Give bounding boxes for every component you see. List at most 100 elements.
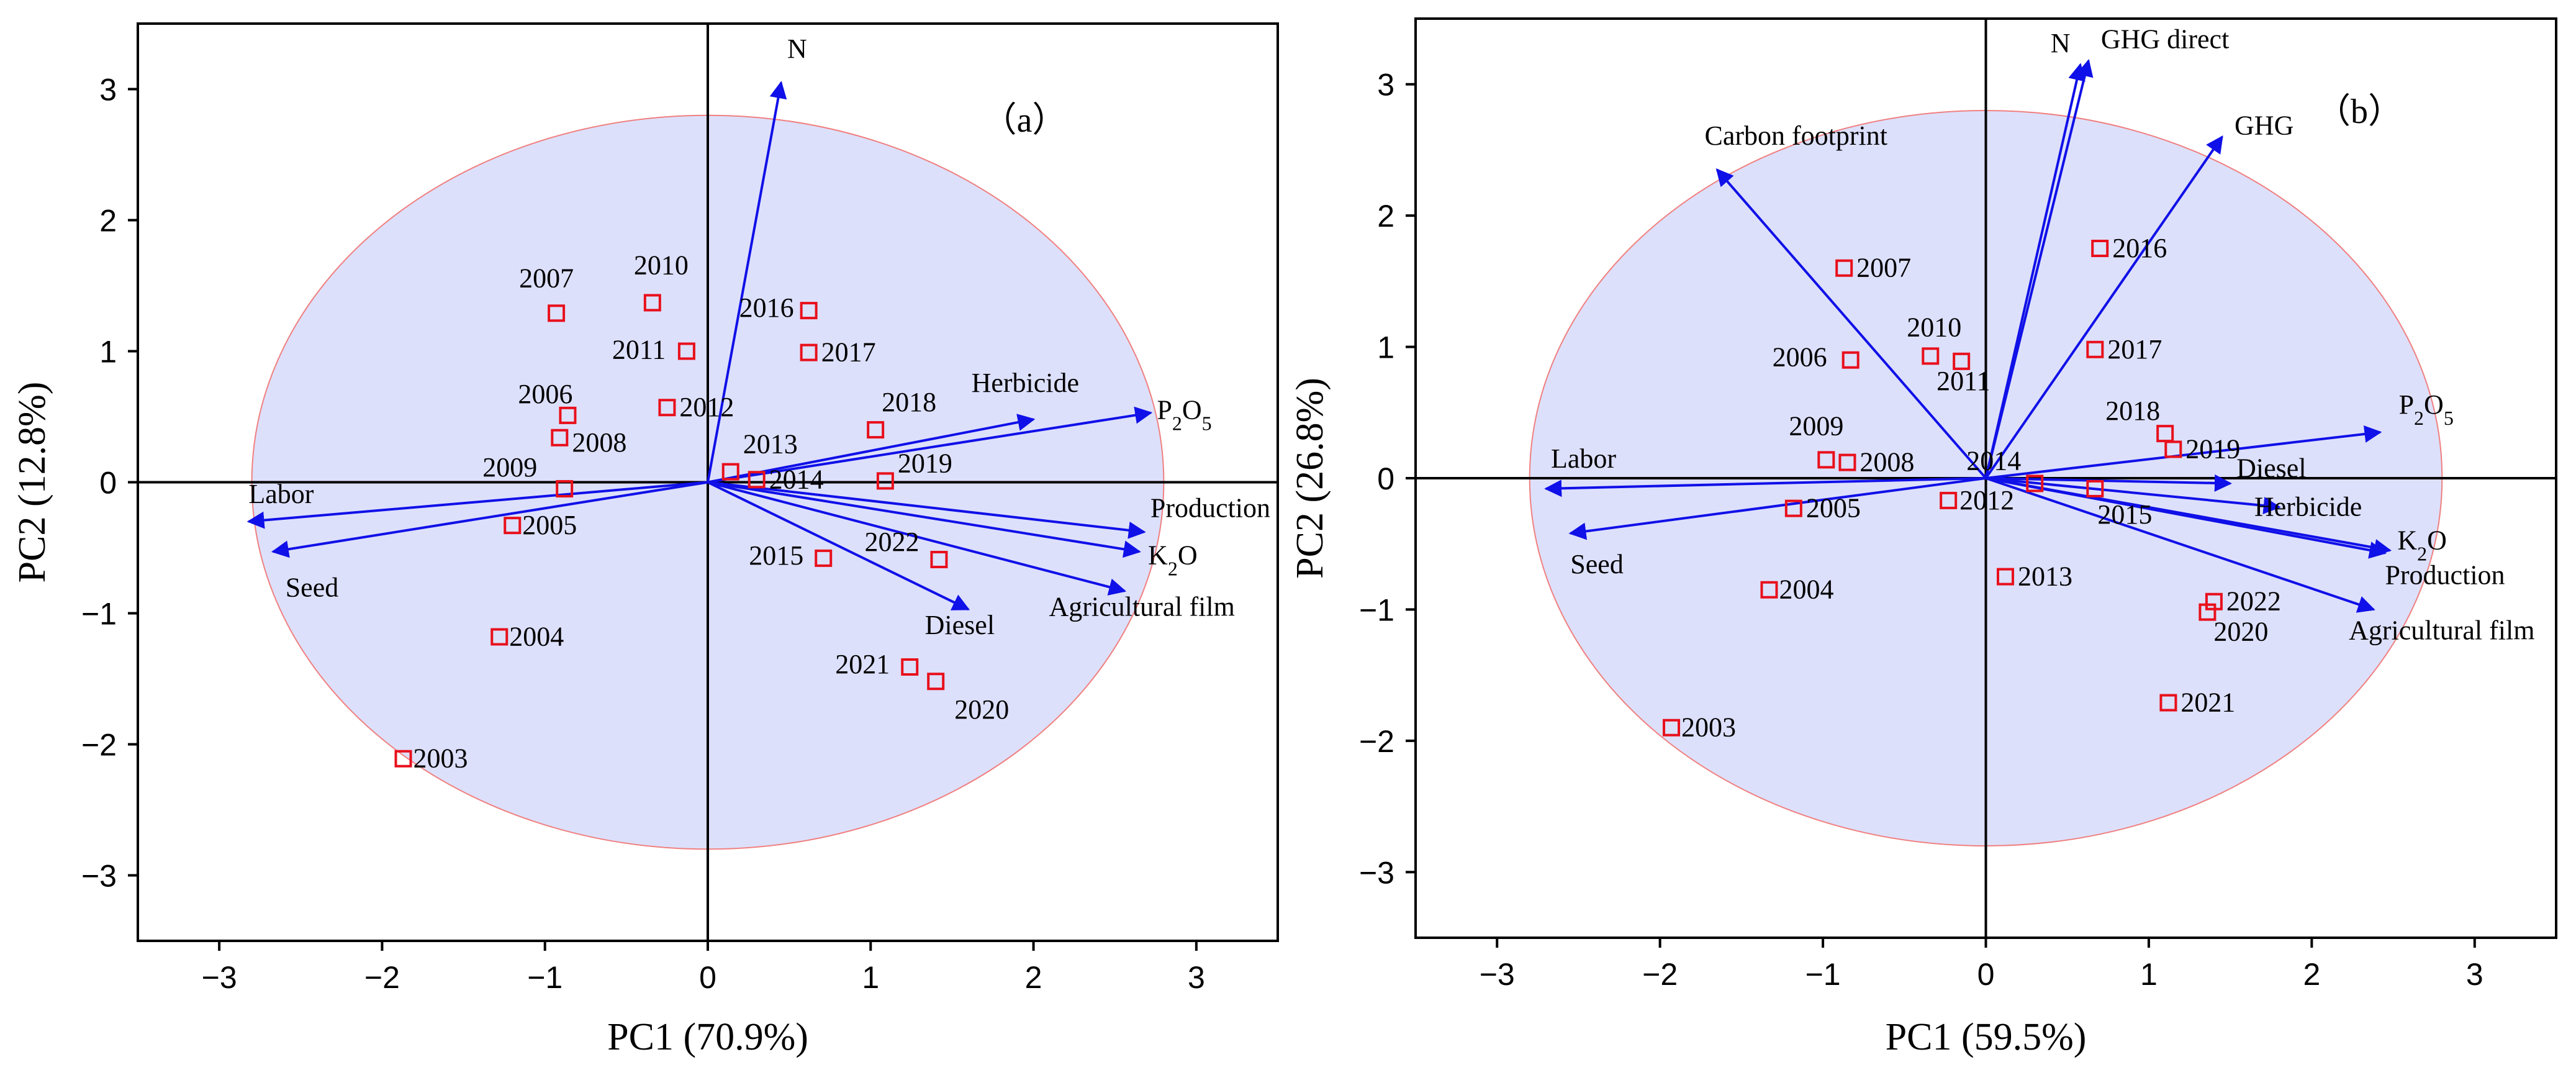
- year-point-label: 2009: [482, 452, 537, 483]
- loading-vector-arrow: [1986, 477, 2281, 514]
- loading-vector-arrow: [1568, 477, 1986, 540]
- year-point-marker: [2091, 240, 2109, 257]
- y-tick-label: −1: [1359, 592, 1394, 627]
- year-point-label: 2017: [821, 337, 876, 368]
- year-point-label: 2007: [519, 263, 574, 293]
- year-point-label: 2013: [743, 429, 798, 460]
- x-tick-label: −1: [1805, 957, 1841, 992]
- year-point-label: 2010: [634, 250, 689, 280]
- year-point-label: 2018: [882, 387, 936, 417]
- loading-vector-arrow: [1984, 58, 2094, 479]
- year-point-marker: [901, 658, 919, 676]
- loading-vector-arrow: [707, 81, 787, 483]
- year-point-marker: [721, 463, 739, 481]
- x-tick-label: 3: [2466, 957, 2483, 992]
- year-point-marker: [930, 550, 948, 568]
- year-point-label: 2015: [749, 540, 803, 571]
- year-point-label: 2006: [1773, 342, 1827, 373]
- loading-vector-arrow: [707, 481, 1146, 539]
- loading-vector-arrow: [246, 481, 708, 529]
- y-tick-label: −3: [1359, 855, 1394, 890]
- year-point-label: 2005: [1806, 493, 1861, 524]
- year-point-label: 2021: [835, 649, 890, 679]
- panel-label: （b）: [2316, 93, 2403, 131]
- y-tick-label: 1: [99, 335, 117, 370]
- year-point-marker: [1663, 719, 1681, 737]
- loading-vector-label: P2O5: [2399, 389, 2454, 429]
- year-point-marker: [800, 343, 818, 361]
- year-point-marker: [559, 406, 577, 424]
- x-tick-label: 3: [1188, 960, 1205, 995]
- year-point-marker: [551, 429, 569, 447]
- loading-vector-label: Seed: [286, 572, 339, 602]
- year-point-label: 2018: [2105, 396, 2160, 426]
- y-tick-label: 1: [1377, 330, 1394, 365]
- loading-vector-label: N: [2051, 28, 2071, 58]
- year-point-label: 2004: [1779, 574, 1833, 605]
- year-point-label: 2019: [2185, 433, 2240, 464]
- loading-vector-arrow: [707, 481, 1127, 596]
- year-point-label: 2011: [612, 335, 666, 365]
- y-tick-label: −1: [81, 597, 117, 632]
- year-point-label: 2008: [1860, 447, 1914, 478]
- year-point-marker: [394, 750, 412, 768]
- year-point-label: 2003: [414, 743, 468, 774]
- loading-vector-label: Production: [1150, 493, 1270, 524]
- loading-vector-label: Diesel: [925, 610, 995, 640]
- year-point-label: 2014: [769, 464, 824, 494]
- year-point-label: 2015: [2097, 499, 2152, 530]
- year-point-label: 2012: [679, 392, 734, 422]
- year-point-label: 2012: [1959, 485, 2014, 515]
- year-point-marker: [2086, 340, 2104, 358]
- year-point-marker: [504, 517, 522, 535]
- loading-vector-arrow: [271, 481, 708, 558]
- loading-vector-label: Labor: [248, 479, 314, 509]
- year-point-marker: [1784, 499, 1802, 517]
- year-point-marker: [1940, 491, 1958, 509]
- loading-vector-arrow: [1986, 477, 2387, 559]
- x-tick-label: −2: [364, 960, 400, 995]
- year-point-label: 2008: [572, 427, 626, 458]
- y-tick-label: −2: [1359, 724, 1394, 759]
- year-point-label: 2009: [1789, 410, 1843, 441]
- year-point-marker: [1835, 259, 1853, 277]
- year-point-label: 2022: [2226, 586, 2281, 617]
- panel-b: −3 −2 −1 0 1 2 3 −3 −2 −1 0 1 2 3 PC1 (59.5%) PC2 (26.8…: [1289, 17, 2557, 1058]
- loading-vector-label: Herbicide: [2254, 492, 2362, 522]
- year-point-marker: [490, 628, 508, 646]
- x-tick-label: −2: [1642, 957, 1678, 992]
- loading-vector-arrow: [1544, 477, 1986, 497]
- x-tick-label: −3: [1480, 957, 1515, 992]
- y-axis-title: PC2 (26.8%): [1289, 378, 1331, 579]
- year-point-label: 2020: [954, 694, 1009, 725]
- year-point-marker: [1817, 451, 1835, 469]
- year-point-label: 2013: [2018, 561, 2072, 592]
- year-point-marker: [548, 304, 566, 322]
- year-point-label: 2011: [1937, 366, 1990, 396]
- year-point-marker: [1953, 352, 1971, 370]
- year-point-marker: [1842, 351, 1860, 369]
- y-tick-label: 3: [99, 73, 117, 107]
- year-point-marker: [1996, 568, 2014, 586]
- x-tick-label: 1: [2140, 957, 2158, 992]
- year-point-label: 2020: [2213, 617, 2268, 647]
- y-tick-label: 2: [1377, 199, 1394, 234]
- loading-vector-arrow: [1715, 168, 1987, 479]
- loading-vector-arrow: [1984, 135, 2223, 479]
- year-point-label: 2005: [522, 510, 577, 540]
- y-tick-label: 0: [99, 466, 117, 501]
- loading-vector-label: N: [787, 34, 807, 64]
- year-point-marker: [2026, 474, 2044, 492]
- y-tick-label: 0: [1377, 461, 1394, 496]
- year-point-marker: [2086, 479, 2104, 497]
- loading-vector-label: Carbon footprint: [1704, 120, 1887, 151]
- loading-vector-arrow: [707, 481, 1141, 558]
- year-point-marker: [800, 302, 818, 320]
- year-point-label: 2017: [2107, 334, 2162, 365]
- y-tick-label: −2: [81, 728, 117, 763]
- loading-vector-arrow: [1986, 425, 2382, 479]
- x-tick-label: 2: [1025, 960, 1042, 995]
- x-tick-label: 1: [862, 960, 879, 995]
- x-tick-label: −1: [527, 960, 563, 995]
